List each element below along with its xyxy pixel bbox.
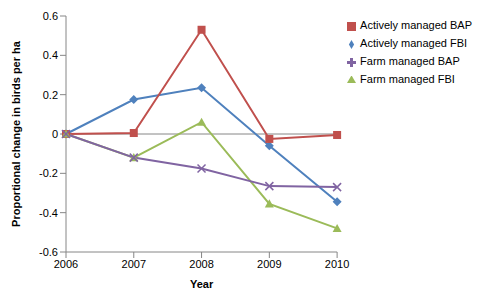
svg-text:2008: 2008 (189, 258, 213, 270)
svg-text:0.6: 0.6 (43, 10, 58, 22)
svg-text:2010: 2010 (325, 258, 349, 270)
html-text:Farm managed BAP: Farm managed BAP (360, 55, 460, 67)
html-text:Actively managed FBI: Actively managed FBI (360, 37, 468, 49)
html-text:Farm managed FBI: Farm managed FBI (360, 73, 455, 85)
svg-text:Year: Year (190, 278, 214, 290)
svg-text:0: 0 (52, 128, 58, 140)
svg-text:-0.6: -0.6 (39, 246, 58, 258)
svg-text:-0.4: -0.4 (39, 207, 58, 219)
svg-text:0.2: 0.2 (43, 89, 58, 101)
svg-text:2007: 2007 (122, 258, 146, 270)
html-text:Actively managed BAP: Actively managed BAP (360, 19, 472, 31)
svg-text:2006: 2006 (54, 258, 78, 270)
svg-text:Proportional change in birds p: Proportional change in birds per ha (10, 40, 22, 227)
svg-text:-0.2: -0.2 (39, 167, 58, 179)
svg-text:2009: 2009 (257, 258, 281, 270)
svg-text:0.4: 0.4 (43, 49, 58, 61)
